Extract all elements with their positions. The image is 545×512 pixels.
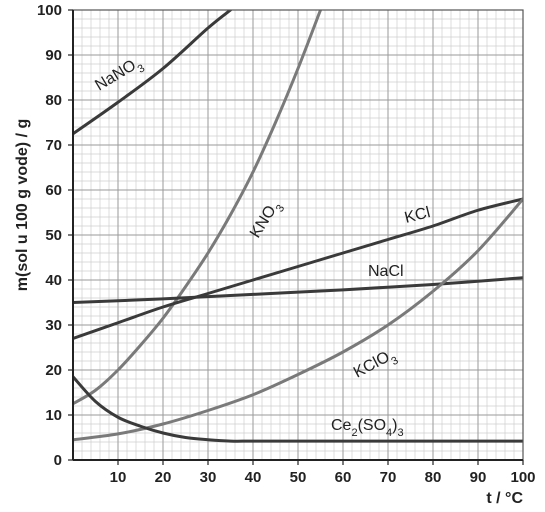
x-tick-label: 100 bbox=[510, 469, 535, 486]
curve-ce2-so4-3 bbox=[73, 375, 523, 443]
y-tick-label: 10 bbox=[45, 407, 62, 424]
y-axis-label: m(sol u 100 g vode) / g bbox=[14, 119, 31, 291]
curve-kno3 bbox=[73, 10, 322, 406]
x-tick-label: 50 bbox=[290, 469, 307, 486]
x-axis-label: t / °C bbox=[486, 490, 523, 507]
y-tick-label: 90 bbox=[45, 47, 62, 64]
y-tick-label: 20 bbox=[45, 362, 62, 379]
y-tick-label: 30 bbox=[45, 317, 62, 334]
y-tick-label: 100 bbox=[37, 2, 62, 19]
x-tick-labels: 10 20 30 40 50 60 70 80 90 100 bbox=[110, 460, 536, 486]
curve-label-nacl: NaCl bbox=[368, 263, 404, 280]
y-tick-label: 40 bbox=[45, 272, 62, 289]
x-tick-label: 70 bbox=[380, 469, 397, 486]
x-tick-label: 60 bbox=[335, 469, 352, 486]
y-tick-label: 80 bbox=[45, 92, 62, 109]
x-tick-label: 30 bbox=[200, 469, 217, 486]
curve-label-ce2-so4-3: Ce2(SO4)3 bbox=[331, 417, 404, 439]
x-tick-label: 20 bbox=[155, 469, 172, 486]
curve-kclo3 bbox=[73, 197, 523, 442]
x-tick-label: 80 bbox=[425, 469, 442, 486]
y-tick-label: 0 bbox=[54, 452, 62, 469]
x-tick-label: 10 bbox=[110, 469, 127, 486]
curves-group bbox=[73, 10, 523, 443]
y-tick-label: 70 bbox=[45, 137, 62, 154]
curve-nano3 bbox=[73, 10, 232, 136]
y-tick-label: 50 bbox=[45, 227, 62, 244]
x-tick-label: 40 bbox=[245, 469, 262, 486]
x-tick-label: 90 bbox=[470, 469, 487, 486]
curve-label-kcl: KCl bbox=[403, 204, 432, 227]
y-tick-label: 60 bbox=[45, 182, 62, 199]
y-tick-labels: 0 10 20 30 40 50 60 70 80 90 100 bbox=[37, 2, 73, 469]
curve-kcl bbox=[73, 197, 523, 340]
